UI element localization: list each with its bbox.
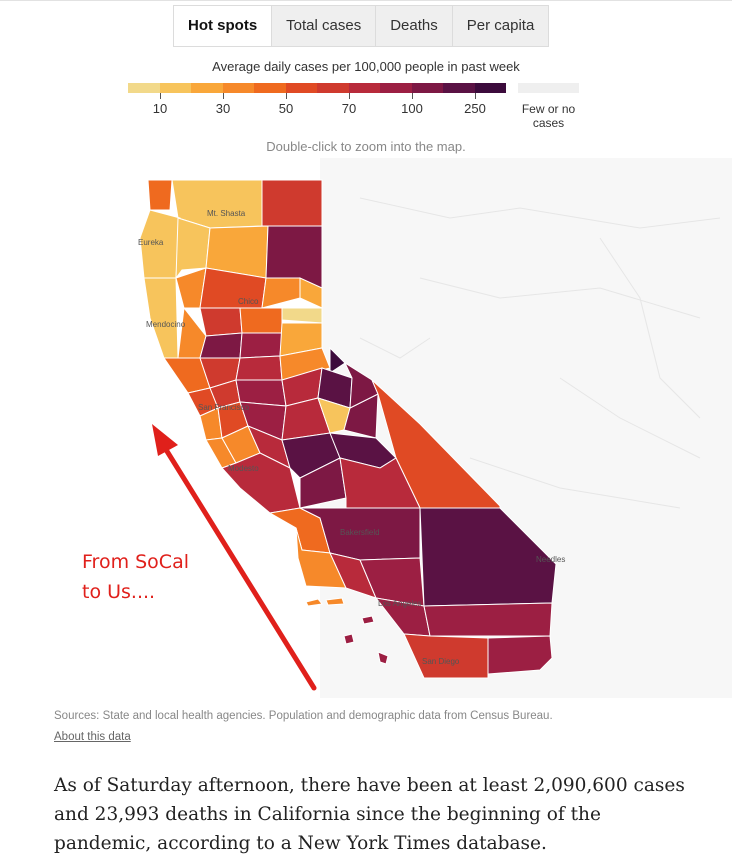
county-mendocino[interactable] [143, 277, 179, 359]
county-san-bernardino[interactable] [419, 507, 557, 607]
legend-swatch [191, 83, 223, 93]
county-colusa[interactable] [199, 332, 243, 359]
legend-swatch [222, 83, 254, 93]
legend-none-label-line: cases [532, 116, 565, 130]
annotation-arrow [152, 424, 317, 691]
county-del-norte[interactable] [147, 179, 173, 211]
top-divider [0, 0, 732, 1]
place-label: Mendocino [146, 320, 186, 329]
arrow-shaft [162, 445, 317, 691]
metric-tabs: Hot spots Total cases Deaths Per capita [173, 5, 550, 47]
county-butte-west[interactable] [199, 307, 243, 337]
tab-per-capita[interactable]: Per capita [451, 6, 549, 46]
island-santa-rosa[interactable] [305, 598, 323, 607]
county-shapes [139, 179, 557, 679]
legend-swatch [348, 83, 380, 93]
tab-deaths[interactable]: Deaths [375, 6, 452, 46]
legend-swatch [474, 83, 506, 93]
legend-ticks: 10 30 50 70 100 250 [0, 93, 732, 123]
zoom-hint: Double-click to zoom into the map. [266, 139, 466, 154]
county-sacramento[interactable] [235, 355, 283, 381]
county-butte[interactable] [239, 307, 283, 334]
place-label: Eureka [138, 238, 164, 247]
legend-color-scale [128, 83, 506, 93]
county-modoc[interactable] [261, 179, 323, 227]
legend-title: Average daily cases per 100,000 people i… [212, 59, 520, 74]
place-labels: Mt. Shasta Eureka Chico Mendocino San Fr… [138, 209, 565, 666]
legend-tick-label: 10 [152, 101, 168, 116]
place-label: Needles [536, 555, 565, 564]
california-map[interactable]: Mt. Shasta Eureka Chico Mendocino San Fr… [0, 158, 732, 698]
legend-tick-label: 100 [401, 101, 423, 116]
legend-swatch [159, 83, 191, 93]
island-san-clemente[interactable] [377, 651, 389, 665]
county-nevada[interactable] [281, 307, 323, 324]
arrow-head [152, 424, 178, 456]
legend-tick-label: 250 [464, 101, 486, 116]
legend-none-label-line: Few or no [521, 102, 576, 116]
county-mono[interactable] [343, 361, 379, 409]
legend-none-label: Few or no cases [518, 102, 579, 130]
place-label: Mt. Shasta [207, 209, 246, 218]
county-imperial[interactable] [487, 635, 553, 675]
legend-tick [286, 93, 287, 99]
legend-swatch [128, 83, 160, 93]
place-label: San Francisco [198, 403, 250, 412]
legend-tick [223, 93, 224, 99]
legend-tick [160, 93, 161, 99]
article-paragraph: As of Saturday afternoon, there have bee… [54, 775, 685, 854]
county-riverside[interactable] [423, 602, 553, 637]
county-alpine[interactable] [329, 346, 346, 374]
sources-note: Sources: State and local health agencies… [54, 710, 553, 722]
annotation-text: From SoCal to Us.... [82, 551, 189, 603]
legend-swatch [254, 83, 286, 93]
county-trinity[interactable] [175, 217, 211, 280]
place-label: Modesto [228, 464, 259, 473]
place-label: San Diego [422, 657, 460, 666]
place-label: Bakersfield [340, 528, 380, 537]
annotation-line: to Us.... [82, 581, 155, 603]
legend-swatch [411, 83, 443, 93]
basemap-roads [359, 197, 721, 509]
legend-tick-label: 50 [278, 101, 294, 116]
legend-swatch [443, 83, 475, 93]
tab-hot-spots[interactable]: Hot spots [174, 6, 272, 46]
legend-swatch [317, 83, 349, 93]
island-santa-barbara[interactable] [343, 633, 355, 645]
county-monterey[interactable] [221, 452, 301, 514]
legend-tick [349, 93, 350, 99]
annotation-line: From SoCal [82, 551, 189, 573]
county-yuba[interactable] [239, 332, 283, 359]
tab-total-cases[interactable]: Total cases [271, 6, 376, 46]
legend-tick-label: 70 [341, 101, 357, 116]
place-label: Los Angeles [378, 599, 422, 608]
county-plumas[interactable] [261, 277, 301, 309]
legend-tick-label: 30 [215, 101, 231, 116]
legend-swatch [285, 83, 317, 93]
place-label: Chico [238, 297, 259, 306]
island-santa-cruz[interactable] [325, 597, 345, 606]
legend-none-swatch [518, 83, 579, 93]
legend-tick [412, 93, 413, 99]
island-catalina[interactable] [361, 615, 375, 625]
about-data-link[interactable]: About this data [54, 731, 131, 743]
legend-swatch [380, 83, 412, 93]
legend-tick [475, 93, 476, 99]
